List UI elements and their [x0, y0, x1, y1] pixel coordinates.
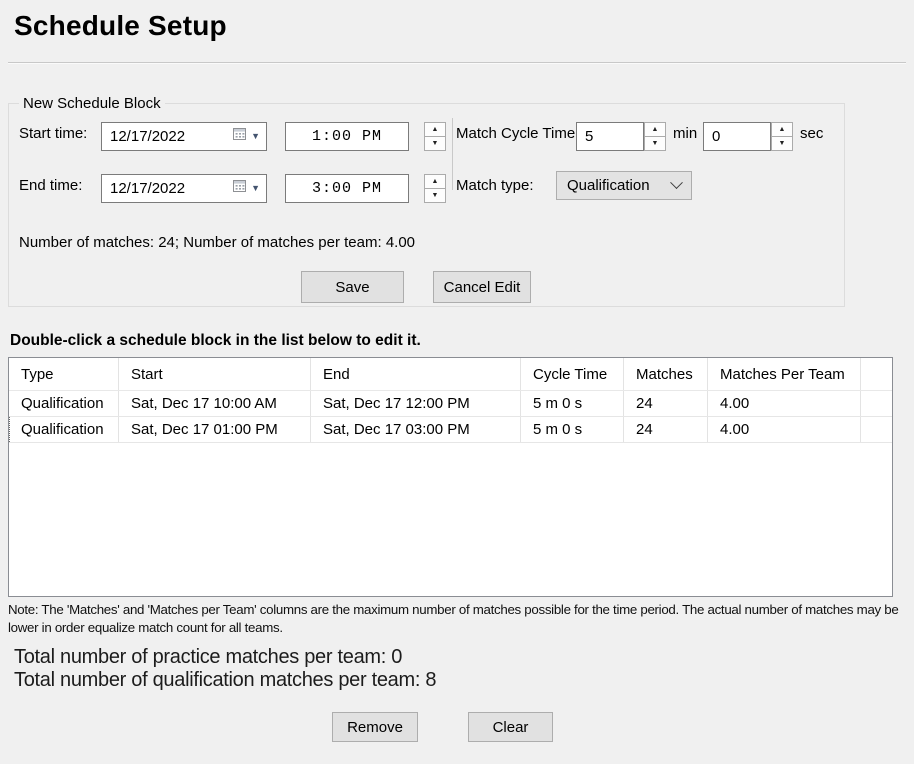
spin-up-icon[interactable]: ▲ [425, 175, 445, 189]
spin-down-icon[interactable]: ▼ [778, 140, 786, 147]
calendar-icon[interactable] [232, 179, 248, 198]
match-cycle-time-label: Match Cycle Time: [456, 125, 580, 142]
start-time-value: 1:00 PM [311, 128, 382, 145]
spin-down-icon[interactable]: ▼ [651, 140, 659, 147]
cell-matches-per-team[interactable]: 4.00 [708, 391, 861, 416]
start-date-value: 12/17/2022 [110, 128, 186, 145]
cycle-minutes-input[interactable]: 5 [576, 122, 644, 151]
calendar-dropdown-arrow-icon[interactable]: ▼ [251, 131, 260, 141]
total-practice-matches: Total number of practice matches per tea… [14, 646, 403, 668]
title-divider [8, 62, 906, 64]
chevron-down-icon [670, 176, 683, 190]
start-time-label: Start time: [19, 125, 88, 142]
spin-down-icon[interactable]: ▼ [431, 140, 439, 147]
column-header-type[interactable]: Type [9, 358, 119, 390]
cell-start[interactable]: Sat, Dec 17 10:00 AM [119, 391, 311, 416]
start-time-input[interactable]: 1:00 PM [285, 122, 409, 151]
cycle-seconds-input[interactable]: 0 [703, 122, 771, 151]
column-header-matches[interactable]: Matches [624, 358, 708, 390]
end-date-picker[interactable]: 12/17/2022 ▼ [101, 174, 267, 203]
total-qualification-matches: Total number of qualification matches pe… [14, 669, 437, 691]
page-title: Schedule Setup [14, 10, 227, 41]
cell-filler [861, 417, 892, 442]
cell-start[interactable]: Sat, Dec 17 01:00 PM [119, 417, 311, 442]
cell-filler [861, 391, 892, 416]
end-date-value: 12/17/2022 [110, 180, 186, 197]
end-time-value: 3:00 PM [311, 180, 382, 197]
column-header-filler [861, 358, 892, 390]
minutes-unit-label: min [673, 125, 698, 142]
table-row[interactable]: Qualification Sat, Dec 17 10:00 AM Sat, … [9, 391, 892, 417]
start-date-picker[interactable]: 12/17/2022 ▼ [101, 122, 267, 151]
remove-button[interactable]: Remove [332, 712, 418, 742]
clear-button-label: Clear [492, 718, 529, 736]
spin-up-icon[interactable]: ▲ [772, 123, 792, 137]
cell-cycle-time[interactable]: 5 m 0 s [521, 391, 624, 416]
match-type-value: Qualification [567, 177, 650, 194]
column-header-matches-per-team[interactable]: Matches Per Team [708, 358, 861, 390]
matches-summary: Number of matches: 24; Number of matches… [19, 234, 416, 251]
save-button[interactable]: Save [301, 271, 404, 303]
cell-matches-per-team[interactable]: 4.00 [708, 417, 861, 442]
column-header-end[interactable]: End [311, 358, 521, 390]
cycle-minutes-value: 5 [585, 128, 594, 145]
cell-end[interactable]: Sat, Dec 17 12:00 PM [311, 391, 521, 416]
group-legend: New Schedule Block [19, 95, 165, 112]
cycle-seconds-value: 0 [712, 128, 721, 145]
end-time-spinner: ▲ ▼ [424, 174, 446, 203]
save-button-label: Save [335, 278, 370, 296]
cycle-seconds-spinner: ▲ ▼ [771, 122, 793, 151]
spin-down-icon[interactable]: ▼ [431, 192, 439, 199]
schedule-table[interactable]: Type Start End Cycle Time Matches Matche… [8, 357, 893, 597]
match-type-select[interactable]: Qualification [556, 171, 692, 200]
spin-up-icon[interactable]: ▲ [645, 123, 665, 137]
match-type-label: Match type: [456, 177, 534, 194]
calendar-dropdown-arrow-icon[interactable]: ▼ [251, 183, 260, 193]
cell-end[interactable]: Sat, Dec 17 03:00 PM [311, 417, 521, 442]
new-schedule-block-group: New Schedule Block Start time: 12/17/202… [8, 95, 845, 307]
cell-type[interactable]: Qualification [9, 417, 119, 442]
cell-matches[interactable]: 24 [624, 391, 708, 416]
table-row[interactable]: Qualification Sat, Dec 17 01:00 PM Sat, … [9, 417, 892, 443]
calendar-icon[interactable] [232, 127, 248, 146]
cancel-edit-button[interactable]: Cancel Edit [433, 271, 531, 303]
spin-up-icon[interactable]: ▲ [425, 123, 445, 137]
clear-button[interactable]: Clear [468, 712, 553, 742]
cycle-minutes-spinner: ▲ ▼ [644, 122, 666, 151]
cell-cycle-time[interactable]: 5 m 0 s [521, 417, 624, 442]
start-time-spinner: ▲ ▼ [424, 122, 446, 151]
cancel-edit-button-label: Cancel Edit [443, 278, 521, 296]
column-header-cycle-time[interactable]: Cycle Time [521, 358, 624, 390]
table-note: Note: The 'Matches' and 'Matches per Tea… [8, 602, 899, 635]
remove-button-label: Remove [347, 718, 403, 736]
cell-type[interactable]: Qualification [9, 391, 119, 416]
table-header-row: Type Start End Cycle Time Matches Matche… [9, 358, 892, 391]
end-time-label: End time: [19, 177, 83, 194]
edit-instruction: Double-click a schedule block in the lis… [10, 332, 421, 349]
group-divider [452, 118, 453, 190]
column-header-start[interactable]: Start [119, 358, 311, 390]
cell-matches[interactable]: 24 [624, 417, 708, 442]
end-time-input[interactable]: 3:00 PM [285, 174, 409, 203]
seconds-unit-label: sec [800, 125, 824, 142]
